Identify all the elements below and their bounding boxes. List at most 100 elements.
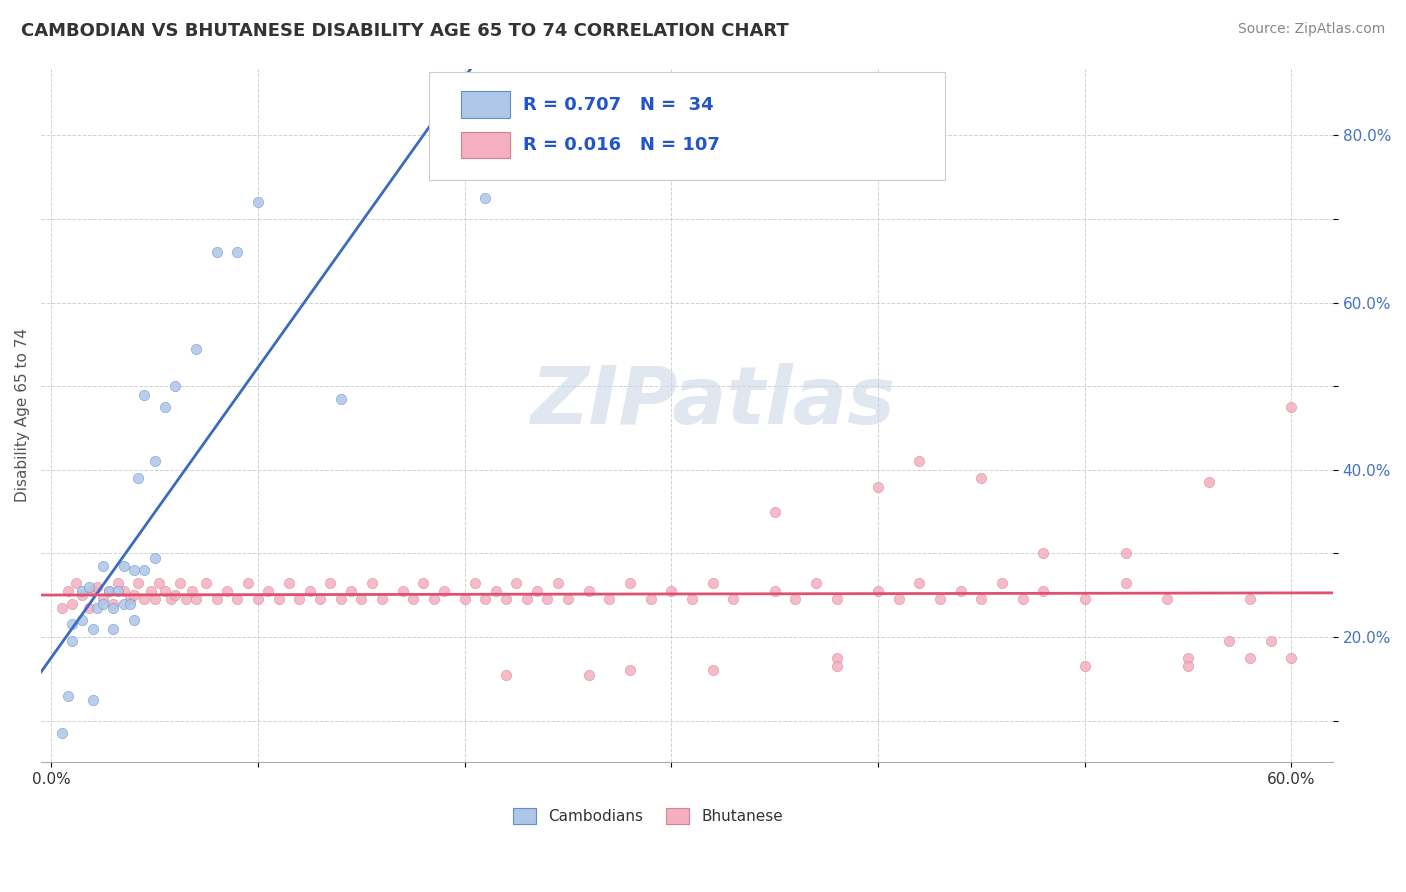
Point bbox=[91, 558, 114, 573]
Text: Source: ZipAtlas.com: Source: ZipAtlas.com bbox=[1237, 22, 1385, 37]
Point bbox=[329, 592, 352, 607]
Point bbox=[1032, 584, 1054, 599]
Point bbox=[122, 613, 145, 627]
Point bbox=[127, 575, 149, 590]
Point bbox=[205, 592, 228, 607]
Point bbox=[112, 584, 135, 599]
FancyBboxPatch shape bbox=[461, 91, 510, 118]
Point bbox=[1115, 546, 1137, 560]
Point bbox=[288, 592, 311, 607]
Point bbox=[825, 659, 848, 673]
Point bbox=[598, 592, 620, 607]
Point bbox=[804, 575, 827, 590]
Point bbox=[77, 580, 100, 594]
Point bbox=[949, 584, 972, 599]
Point bbox=[107, 584, 129, 599]
Point bbox=[619, 664, 641, 678]
Point bbox=[474, 592, 496, 607]
Text: CAMBODIAN VS BHUTANESE DISABILITY AGE 65 TO 74 CORRELATION CHART: CAMBODIAN VS BHUTANESE DISABILITY AGE 65… bbox=[21, 22, 789, 40]
Point bbox=[908, 454, 931, 468]
Point bbox=[165, 379, 187, 393]
Point bbox=[1260, 634, 1282, 648]
Point bbox=[257, 584, 280, 599]
Point bbox=[72, 613, 94, 627]
Point bbox=[153, 400, 176, 414]
Point bbox=[267, 592, 290, 607]
Point bbox=[887, 592, 910, 607]
Point bbox=[433, 584, 456, 599]
Point bbox=[319, 575, 342, 590]
Point bbox=[391, 584, 413, 599]
Point bbox=[340, 584, 363, 599]
Point bbox=[547, 575, 569, 590]
Point bbox=[118, 592, 141, 607]
Point bbox=[181, 584, 204, 599]
Point bbox=[91, 597, 114, 611]
Point bbox=[143, 592, 166, 607]
Point bbox=[112, 597, 135, 611]
Point bbox=[51, 726, 73, 740]
Point bbox=[184, 592, 207, 607]
Point bbox=[454, 592, 477, 607]
Point bbox=[72, 584, 94, 599]
Point bbox=[51, 600, 73, 615]
Point bbox=[72, 588, 94, 602]
Point bbox=[1239, 651, 1261, 665]
Point bbox=[1156, 592, 1178, 607]
Point bbox=[825, 592, 848, 607]
Point bbox=[153, 584, 176, 599]
FancyBboxPatch shape bbox=[461, 132, 510, 158]
Point bbox=[91, 592, 114, 607]
Point bbox=[1218, 634, 1240, 648]
Point bbox=[65, 575, 87, 590]
Point bbox=[1281, 651, 1303, 665]
Point bbox=[536, 592, 558, 607]
Point bbox=[1177, 659, 1199, 673]
Text: R = 0.707   N =  34: R = 0.707 N = 34 bbox=[523, 95, 713, 113]
Point bbox=[134, 387, 156, 401]
Point bbox=[139, 584, 162, 599]
Point bbox=[1239, 592, 1261, 607]
Point bbox=[350, 592, 373, 607]
Point bbox=[247, 592, 270, 607]
Point bbox=[143, 454, 166, 468]
Point bbox=[423, 592, 446, 607]
Point bbox=[103, 597, 125, 611]
Point bbox=[86, 580, 108, 594]
Point bbox=[82, 692, 104, 706]
Point bbox=[516, 592, 538, 607]
Point bbox=[298, 584, 321, 599]
Point bbox=[205, 245, 228, 260]
Point bbox=[1115, 575, 1137, 590]
Point bbox=[169, 575, 191, 590]
Point bbox=[112, 558, 135, 573]
Point bbox=[118, 597, 141, 611]
Point bbox=[825, 651, 848, 665]
Point bbox=[474, 191, 496, 205]
Text: R = 0.016   N = 107: R = 0.016 N = 107 bbox=[523, 136, 720, 153]
Point bbox=[103, 600, 125, 615]
Point bbox=[763, 584, 786, 599]
Point bbox=[98, 584, 121, 599]
Point bbox=[785, 592, 807, 607]
Point bbox=[127, 471, 149, 485]
Point bbox=[1074, 592, 1097, 607]
Point bbox=[557, 592, 579, 607]
Point bbox=[309, 592, 332, 607]
Point bbox=[495, 592, 517, 607]
Point bbox=[98, 584, 121, 599]
Point bbox=[868, 479, 890, 493]
Point bbox=[1011, 592, 1033, 607]
Point bbox=[495, 667, 517, 681]
Point bbox=[107, 575, 129, 590]
FancyBboxPatch shape bbox=[429, 72, 945, 179]
Point bbox=[763, 505, 786, 519]
Point bbox=[485, 584, 508, 599]
Point bbox=[278, 575, 301, 590]
Point bbox=[56, 584, 79, 599]
Point bbox=[236, 575, 259, 590]
Point bbox=[60, 617, 83, 632]
Point bbox=[360, 575, 382, 590]
Point bbox=[56, 689, 79, 703]
Point bbox=[970, 471, 993, 485]
